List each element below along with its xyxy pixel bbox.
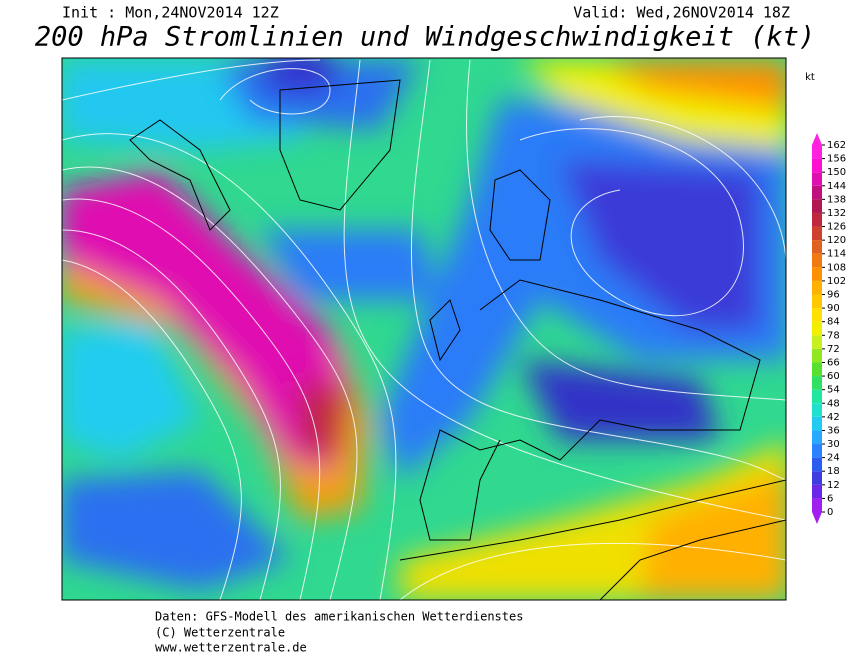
colorbar-tick-label: 0 — [827, 507, 833, 518]
init-time: Init : Mon,24NOV2014 12Z — [62, 4, 279, 22]
colorbar-tick-label: 126 — [827, 222, 846, 233]
colorbar-end-high — [812, 133, 822, 145]
colorbar-tick-label: 96 — [827, 290, 840, 301]
colorbar-tick-label: 156 — [827, 154, 846, 165]
map — [62, 58, 786, 600]
colorbar-tick-label: 72 — [827, 344, 840, 355]
colorbar-segment — [812, 212, 822, 227]
colorbar-tick-label: 114 — [827, 249, 846, 260]
colorbar-unit: kt — [805, 72, 815, 83]
colorbar-tick-label: 48 — [827, 398, 840, 409]
colorbar-tick-label: 30 — [827, 439, 840, 450]
colorbar-end-low — [812, 512, 822, 524]
map-frame — [61, 57, 787, 601]
colorbar-segment — [812, 321, 822, 336]
colorbar-tick-label: 18 — [827, 466, 840, 477]
colorbar-segment — [812, 403, 822, 417]
colorbar-segment — [812, 145, 822, 159]
colorbar-segment — [812, 158, 822, 173]
colorbar-tick-label: 24 — [827, 453, 840, 464]
colorbar-tick-label: 84 — [827, 317, 840, 328]
colorbar-segment — [812, 280, 822, 295]
colorbar-tick-label: 6 — [827, 493, 833, 504]
colorbar-segment — [812, 267, 822, 281]
colorbar-segment — [812, 172, 822, 186]
colorbar-segment — [812, 444, 822, 458]
colorbar-segment — [812, 430, 822, 445]
colorbar-segment — [812, 308, 822, 322]
colorbar-segment — [812, 376, 822, 390]
colorbar-tick-label: 90 — [827, 303, 840, 314]
colorbar-segment — [812, 294, 822, 309]
colorbar-tick-label: 132 — [827, 208, 846, 219]
colorbar-segment — [812, 335, 822, 349]
colorbar-segment — [812, 185, 822, 200]
colorbar-segment — [812, 498, 822, 512]
colorbar-segment — [812, 457, 822, 472]
title: 200 hPa Stromlinien und Windgeschwindigk… — [35, 22, 815, 53]
colorbar-segment — [812, 240, 822, 254]
footer-source: Daten: GFS-Modell des amerikanischen Wet… — [155, 610, 523, 624]
colorbar-segment — [812, 389, 822, 404]
colorbar-segment — [812, 253, 822, 268]
colorbar-segment — [812, 484, 822, 499]
footer-copyright: (C) Wetterzentrale — [155, 626, 285, 640]
colorbar-tick-label: 42 — [827, 412, 840, 423]
colorbar-tick-label: 138 — [827, 194, 846, 205]
colorbar-tick-label: 150 — [827, 167, 846, 178]
valid-time: Valid: Wed,26NOV2014 18Z — [573, 4, 790, 22]
colorbar-tick-label: 78 — [827, 330, 840, 341]
colorbar-tick-label: 36 — [827, 425, 840, 436]
colorbar-segment — [812, 471, 822, 485]
colorbar-tick-label: 162 — [827, 140, 846, 151]
footer-url: www.wetterzentrale.de — [155, 641, 307, 655]
colorbar-tick-label: 12 — [827, 480, 840, 491]
colorbar-segment — [812, 226, 822, 241]
colorbar-tick-label: 66 — [827, 357, 840, 368]
colorbar-segment — [812, 416, 822, 431]
colorbar-tick-label: 108 — [827, 262, 846, 273]
colorbar-tick-label: 102 — [827, 276, 846, 287]
colorbar-tick-label: 60 — [827, 371, 840, 382]
colorbar-tick-label: 120 — [827, 235, 846, 246]
colorbar-segment — [812, 199, 822, 213]
colorbar: 0 6 12 18 24 30 36 42 48 54 60 66 72 78 84 90 96 102 108 11… — [812, 133, 846, 524]
colorbar-tick-label: 54 — [827, 385, 840, 396]
colorbar-segment — [812, 348, 822, 363]
colorbar-tick-label: 144 — [827, 181, 846, 192]
colorbar-segment — [812, 362, 822, 377]
